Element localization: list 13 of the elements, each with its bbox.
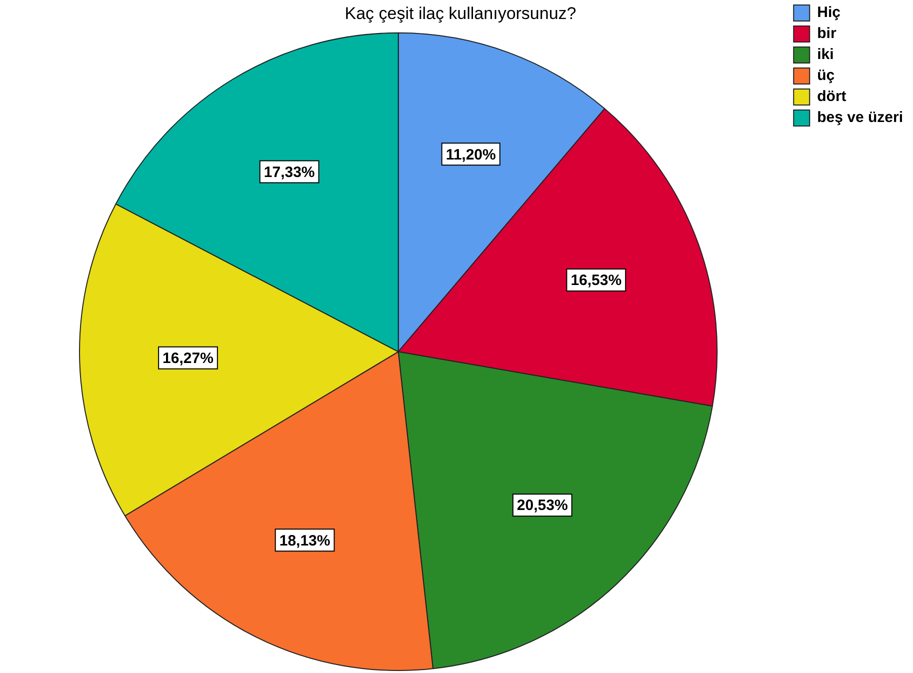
data-label: 17,33%	[264, 164, 315, 181]
data-label: 16,27%	[162, 350, 214, 368]
legend-label: dört	[817, 88, 846, 106]
legend-label: beş ve üzeri	[817, 109, 904, 126]
legend-label: bir	[817, 25, 836, 42]
data-label: 20,53%	[516, 497, 568, 514]
chart-title: Kaç çeşit ilaç kullanıyorsunuz?	[344, 4, 576, 23]
data-label: 18,13%	[279, 532, 330, 550]
data-label: 11,20%	[446, 146, 496, 164]
data-label: 16,53%	[570, 272, 622, 290]
legend-label: Hiç	[817, 4, 840, 22]
legend-label: iki	[817, 46, 834, 64]
legend-label: üç	[817, 67, 835, 84]
